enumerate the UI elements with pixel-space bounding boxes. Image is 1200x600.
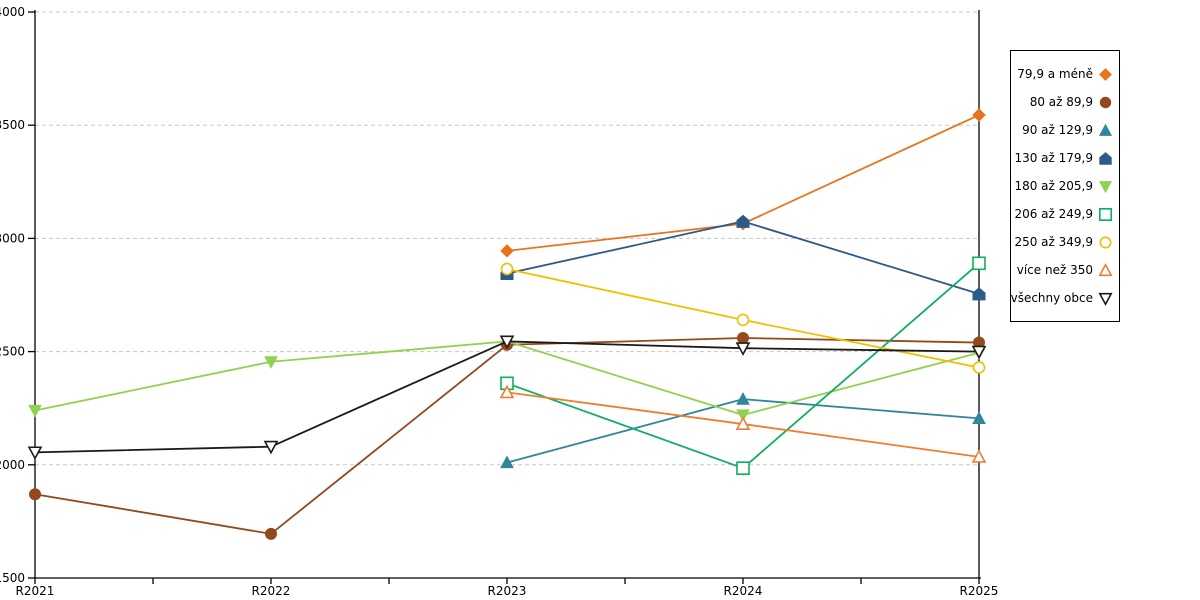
y-axis-tick-label: 3000 [0,231,25,245]
legend-item-label: 90 až 129,9 [1022,123,1093,137]
y-axis-tick-label: 1500 [0,571,25,585]
legend-item: 180 až 205,9 [1014,172,1113,200]
series-marker [499,335,515,350]
pentagon-legend-icon [1099,151,1112,165]
legend-item-label: všechny obce [1010,291,1093,305]
legend-item: všechny obce [1011,284,1113,312]
legend-item-label: 79,9 a méně [1017,67,1093,81]
series-marker [972,411,986,424]
x-axis-tick-label: R2023 [488,584,527,598]
square-legend-icon [1099,207,1112,221]
legend-item-label: více než 350 [1016,263,1093,277]
series-marker [735,342,751,356]
series-marker [263,440,279,455]
legend-item-label: 180 až 205,9 [1014,179,1093,193]
y-axis-tick-label: 3500 [0,118,25,132]
series-marker [735,416,751,430]
chart-legend: 79,9 a méně 80 až 89,9 90 až 129,9 130 až 1… [1010,50,1120,322]
circle-legend-icon [1099,96,1112,108]
legend-item: 90 až 129,9 [1017,116,1113,144]
series-marker [736,409,750,423]
legend-item-label: 130 až 179,9 [1014,151,1093,165]
legend-item: 250 až 349,9 [1014,228,1113,256]
legend-item-label: 206 až 249,9 [1014,207,1093,221]
series-marker [27,446,43,461]
legend-item-label: 80 až 89,9 [1029,95,1093,109]
x-axis-tick-label: R2025 [960,584,999,598]
y-axis-tick-label: 2000 [0,458,25,472]
series-marker [971,449,987,463]
series-marker [29,488,41,501]
series-marker [265,527,277,540]
series-line [34,337,980,535]
series-marker [736,214,750,228]
x-axis-tick-label: R2024 [724,584,763,598]
diamond-legend-icon [1099,67,1112,81]
legend-item: 79,9 a méně [1017,60,1113,88]
series-marker [500,244,514,258]
circle-legend-icon [1099,236,1112,248]
series-line [506,114,980,252]
series-marker [736,461,750,475]
series-marker [972,256,986,271]
series-marker [500,455,514,469]
legend-item: 80 až 89,9 [1017,88,1113,116]
triangle-up-legend-icon [1098,262,1113,276]
series-line [506,220,980,295]
legend-item: více než 350 [1017,256,1113,284]
series-marker [736,392,750,405]
legend-item: 130 až 179,9 [1014,144,1113,172]
series-marker [500,262,514,276]
legend-item: 206 až 249,9 [1014,200,1113,228]
triangle-down-legend-icon [1098,180,1113,193]
series-marker [736,313,750,327]
series-line [506,262,980,470]
series-marker [264,356,278,369]
x-axis-tick-label: R2021 [16,584,55,598]
triangle-down-legend-icon [1098,292,1113,306]
series-marker [972,361,986,374]
series-marker [499,384,515,399]
series-marker [972,287,986,301]
y-axis-tick-label: 2500 [0,345,25,359]
y-axis-tick-label: 4000 [0,5,25,19]
series-marker [971,345,987,360]
series-marker [972,108,986,122]
triangle-up-legend-icon [1098,123,1113,136]
x-axis-tick-label: R2022 [252,584,291,598]
series-marker [500,376,514,391]
series-marker [737,332,749,345]
legend-item-label: 250 až 349,9 [1014,235,1093,249]
series-marker [28,404,42,418]
